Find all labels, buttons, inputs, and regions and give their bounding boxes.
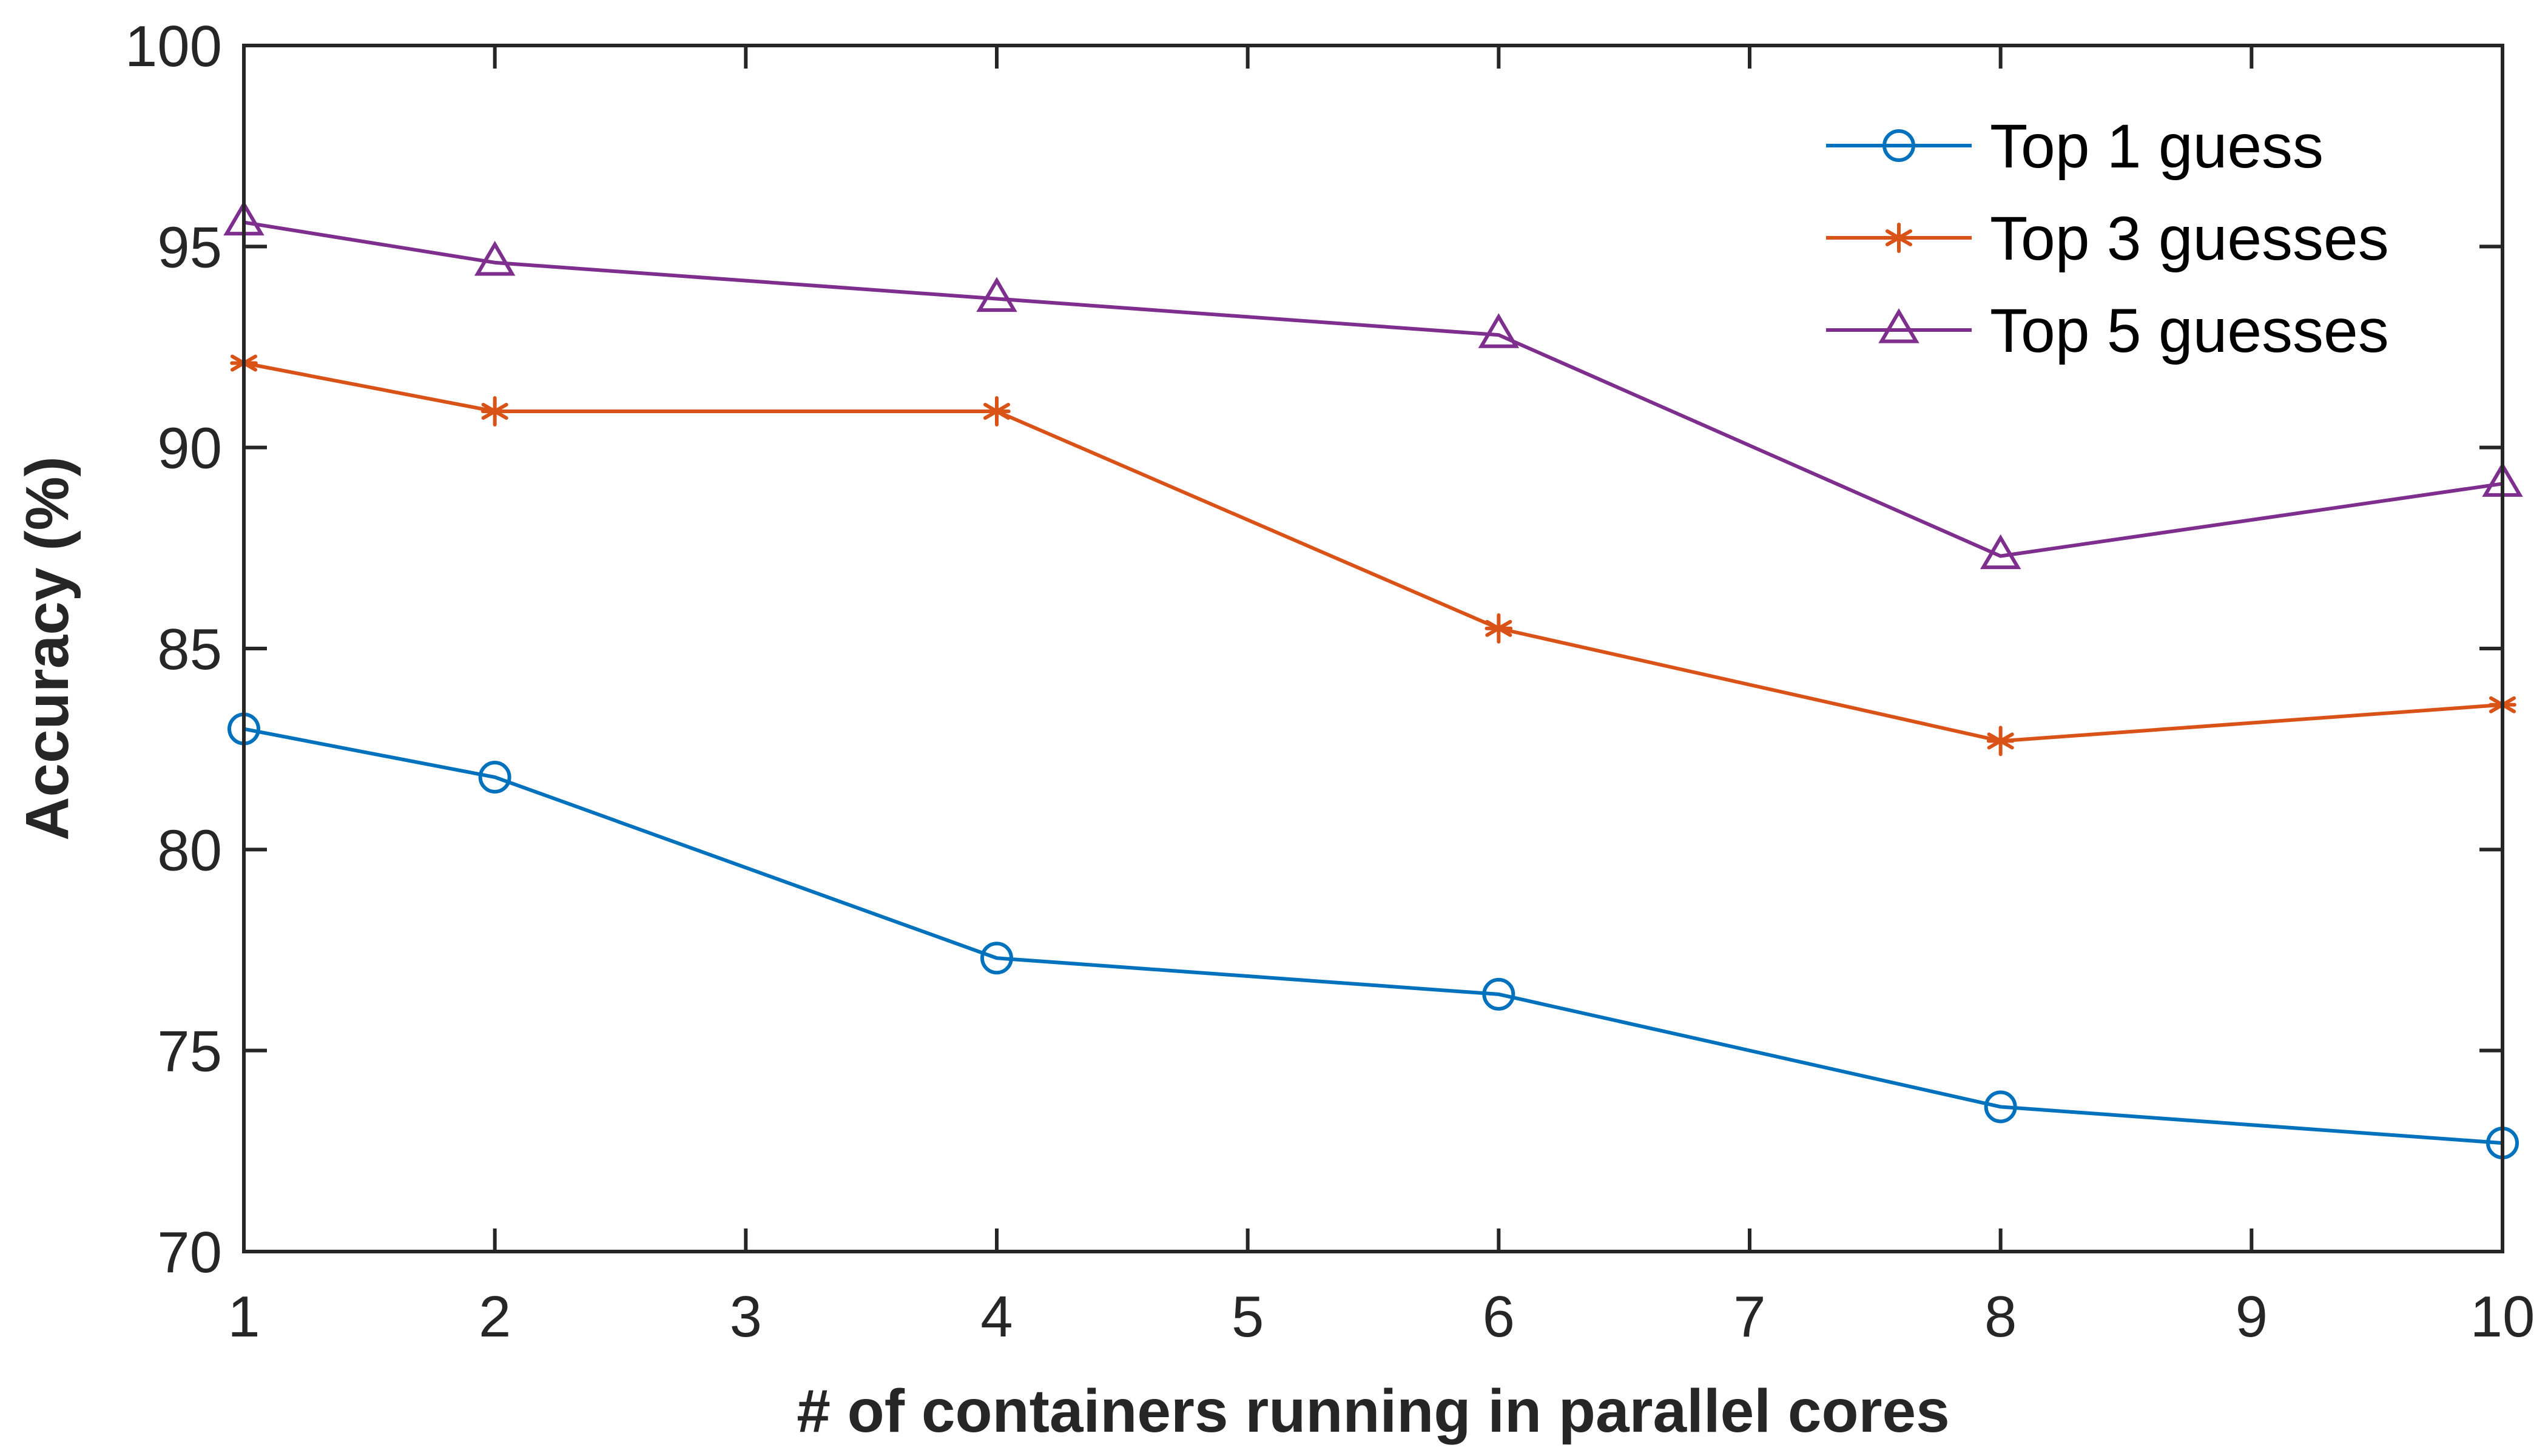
x-tick-label: 6: [1483, 1284, 1515, 1349]
x-tick-label: 1: [228, 1284, 260, 1349]
x-tick-label: 8: [1984, 1284, 2017, 1349]
tick-labels: 1 2 3 4 5 6 7 8 9 10 70 75 80 85 90 95 100: [125, 14, 2535, 1349]
y-tick-label: 75: [157, 1019, 222, 1084]
x-tick-label: 2: [479, 1284, 511, 1349]
legend-label: Top 5 guesses: [1990, 296, 2389, 365]
y-tick-label: 90: [157, 416, 222, 481]
data-point-1: [1482, 977, 1515, 1011]
legend-label: Top 1 guess: [1990, 112, 2324, 181]
legend-marker: [1885, 223, 1913, 253]
x-tick-label: 10: [2470, 1284, 2535, 1349]
data-point-2: [1986, 726, 2015, 757]
y-axis-title: Accuracy (%): [13, 456, 81, 841]
x-tick-label: 5: [1232, 1284, 1264, 1349]
y-tick-label: 85: [157, 617, 222, 682]
tick-marks: [242, 44, 2504, 1253]
data-point-3: [474, 240, 516, 276]
x-axis-title: # of containers running in parallel core…: [797, 1377, 1949, 1445]
series-line-1: [243, 727, 2503, 1145]
legend: Top 1 guess Top 3 guesses Top 5 guesses: [1826, 112, 2389, 365]
legend-marker: [1878, 308, 1919, 343]
data-point-1: [1984, 1090, 2017, 1124]
data-point-1: [478, 761, 511, 794]
legend-entry-2: Top 3 guesses: [1826, 204, 2389, 273]
data-point-3: [1478, 313, 1520, 348]
x-tick-label: 3: [730, 1284, 762, 1349]
y-tick-label: 80: [157, 818, 222, 883]
data-point-3: [1980, 534, 2021, 570]
series-line-3: [243, 220, 2503, 558]
data-point-2: [983, 396, 1011, 427]
legend-entry-1: Top 1 guess: [1826, 112, 2324, 181]
x-tick-label: 9: [2236, 1284, 2268, 1349]
data-point-3: [976, 277, 1017, 312]
x-tick-label: 4: [980, 1284, 1013, 1349]
y-tick-label: 100: [125, 14, 222, 79]
legend-entry-3: Top 5 guesses: [1826, 296, 2389, 365]
y-tick-label: 95: [157, 215, 222, 280]
legend-label: Top 3 guesses: [1990, 204, 2389, 273]
y-tick-label: 70: [157, 1220, 222, 1285]
x-tick-label: 7: [1733, 1284, 1765, 1349]
series-line-2: [243, 361, 2503, 743]
data-point-2: [480, 396, 509, 427]
data-point-1: [980, 942, 1013, 975]
legend-marker: [1882, 129, 1915, 162]
data-point-2: [1485, 613, 1513, 644]
series-lines: [243, 220, 2503, 1145]
